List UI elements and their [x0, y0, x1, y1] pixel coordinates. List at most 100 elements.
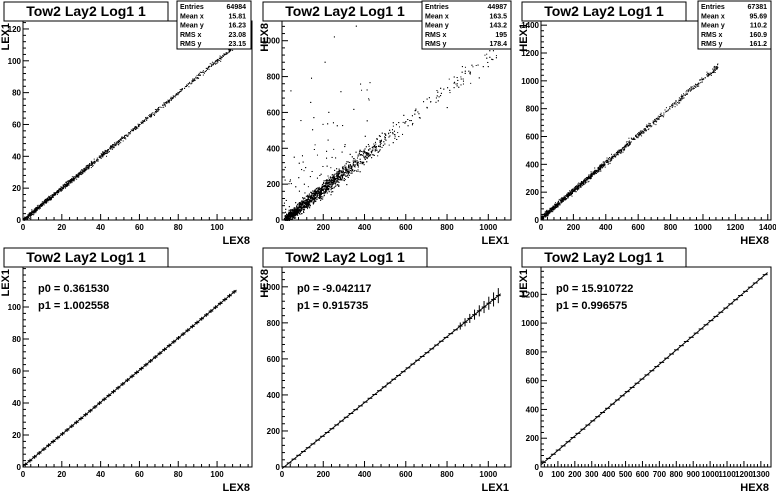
scatter-point: [716, 64, 718, 66]
scatter-point: [373, 154, 375, 156]
scatter-point: [335, 181, 337, 183]
scatter-point: [229, 49, 231, 51]
scatter-point: [316, 191, 318, 193]
scatter-point: [303, 209, 305, 211]
scatter-point: [301, 169, 303, 171]
scatter-point: [366, 154, 368, 156]
scatter-point: [579, 185, 581, 187]
scatter-point: [350, 170, 352, 172]
scatter-point: [359, 160, 361, 162]
scatter-point: [345, 163, 347, 165]
scatter-point: [363, 149, 365, 151]
scatter-point: [298, 177, 300, 179]
scatter-point: [628, 137, 630, 139]
chart-title: Tow2 Lay2 Log1 1: [26, 3, 146, 19]
scatter-point: [354, 165, 356, 167]
scatter-point: [575, 185, 577, 187]
scatter-point: [656, 117, 658, 119]
scatter-point: [604, 166, 606, 168]
scatter-point: [319, 188, 321, 190]
scatter-point: [437, 100, 439, 102]
scatter-point: [324, 180, 326, 182]
scatter-point: [227, 52, 229, 54]
scatter-point: [49, 198, 51, 200]
scatter-point: [316, 177, 318, 179]
scatter-point: [384, 138, 386, 140]
scatter-point: [296, 209, 298, 211]
scatter-point: [611, 157, 613, 159]
scatter-point: [313, 202, 315, 204]
scatter-point: [211, 64, 213, 66]
scatter-point: [325, 182, 327, 184]
scatter-point: [364, 158, 366, 160]
scatter-point: [391, 129, 393, 131]
scatter-point: [325, 184, 327, 186]
scatter-point: [29, 215, 31, 217]
scatter-point: [46, 200, 48, 202]
scatter-point: [296, 208, 298, 210]
scatter-point: [600, 167, 602, 169]
scatter-point: [492, 50, 494, 52]
scatter-point: [639, 133, 641, 135]
scatter-point: [330, 194, 332, 196]
scatter-point: [125, 134, 127, 136]
scatter-point: [453, 76, 455, 78]
scatter-point: [286, 215, 288, 217]
scatter-point: [63, 184, 65, 186]
scatter-point: [213, 62, 215, 64]
scatter-point: [398, 136, 400, 138]
scatter-point: [76, 178, 78, 180]
scatter-point: [646, 124, 648, 126]
scatter-point: [90, 164, 92, 166]
scatter-point: [298, 206, 300, 208]
scatter-point: [320, 173, 322, 175]
scatter-point: [363, 153, 365, 155]
scatter-point: [311, 197, 313, 199]
scatter-point: [314, 200, 316, 202]
scatter-point: [143, 120, 145, 122]
scatter-point: [59, 188, 61, 190]
scatter-point: [208, 68, 210, 70]
scatter-point: [680, 98, 682, 100]
scatter-point: [671, 106, 673, 108]
scatter-point: [435, 101, 437, 103]
scatter-point: [295, 207, 297, 209]
scatter-point: [713, 70, 715, 72]
scatter-point: [356, 162, 358, 164]
scatter-point: [80, 170, 82, 172]
scatter-point: [303, 206, 305, 208]
scatter-point: [319, 188, 321, 190]
scatter-point: [462, 78, 464, 80]
scatter-point: [697, 84, 699, 86]
scatter-point: [381, 146, 383, 148]
scatter-point: [600, 170, 602, 172]
scatter-point: [294, 211, 296, 213]
scatter-point: [653, 121, 655, 123]
scatter-point: [341, 166, 343, 168]
scatter-point: [346, 169, 348, 171]
scatter-point: [352, 165, 354, 167]
scatter-point: [127, 135, 129, 137]
scatter-point: [622, 148, 624, 150]
scatter-point: [546, 211, 548, 213]
scatter-point: [70, 182, 72, 184]
scatter-point: [289, 218, 291, 220]
scatter-point: [78, 176, 80, 178]
scatter-point: [336, 184, 338, 186]
scatter-point: [47, 199, 49, 201]
scatter-point: [392, 132, 394, 134]
scatter-point: [313, 200, 315, 202]
scatter-point: [326, 186, 328, 188]
scatter-point: [35, 207, 37, 209]
stats-label: Entries: [425, 4, 449, 11]
scatter-point: [390, 131, 392, 133]
scatter-point: [54, 194, 56, 196]
scatter-point: [45, 200, 47, 202]
scatter-point: [340, 171, 342, 173]
scatter-point: [344, 164, 346, 166]
scatter-point: [456, 85, 458, 87]
scatter-point: [47, 201, 49, 203]
scatter-point: [102, 154, 104, 156]
scatter-point: [336, 181, 338, 183]
scatter-point: [620, 149, 622, 151]
